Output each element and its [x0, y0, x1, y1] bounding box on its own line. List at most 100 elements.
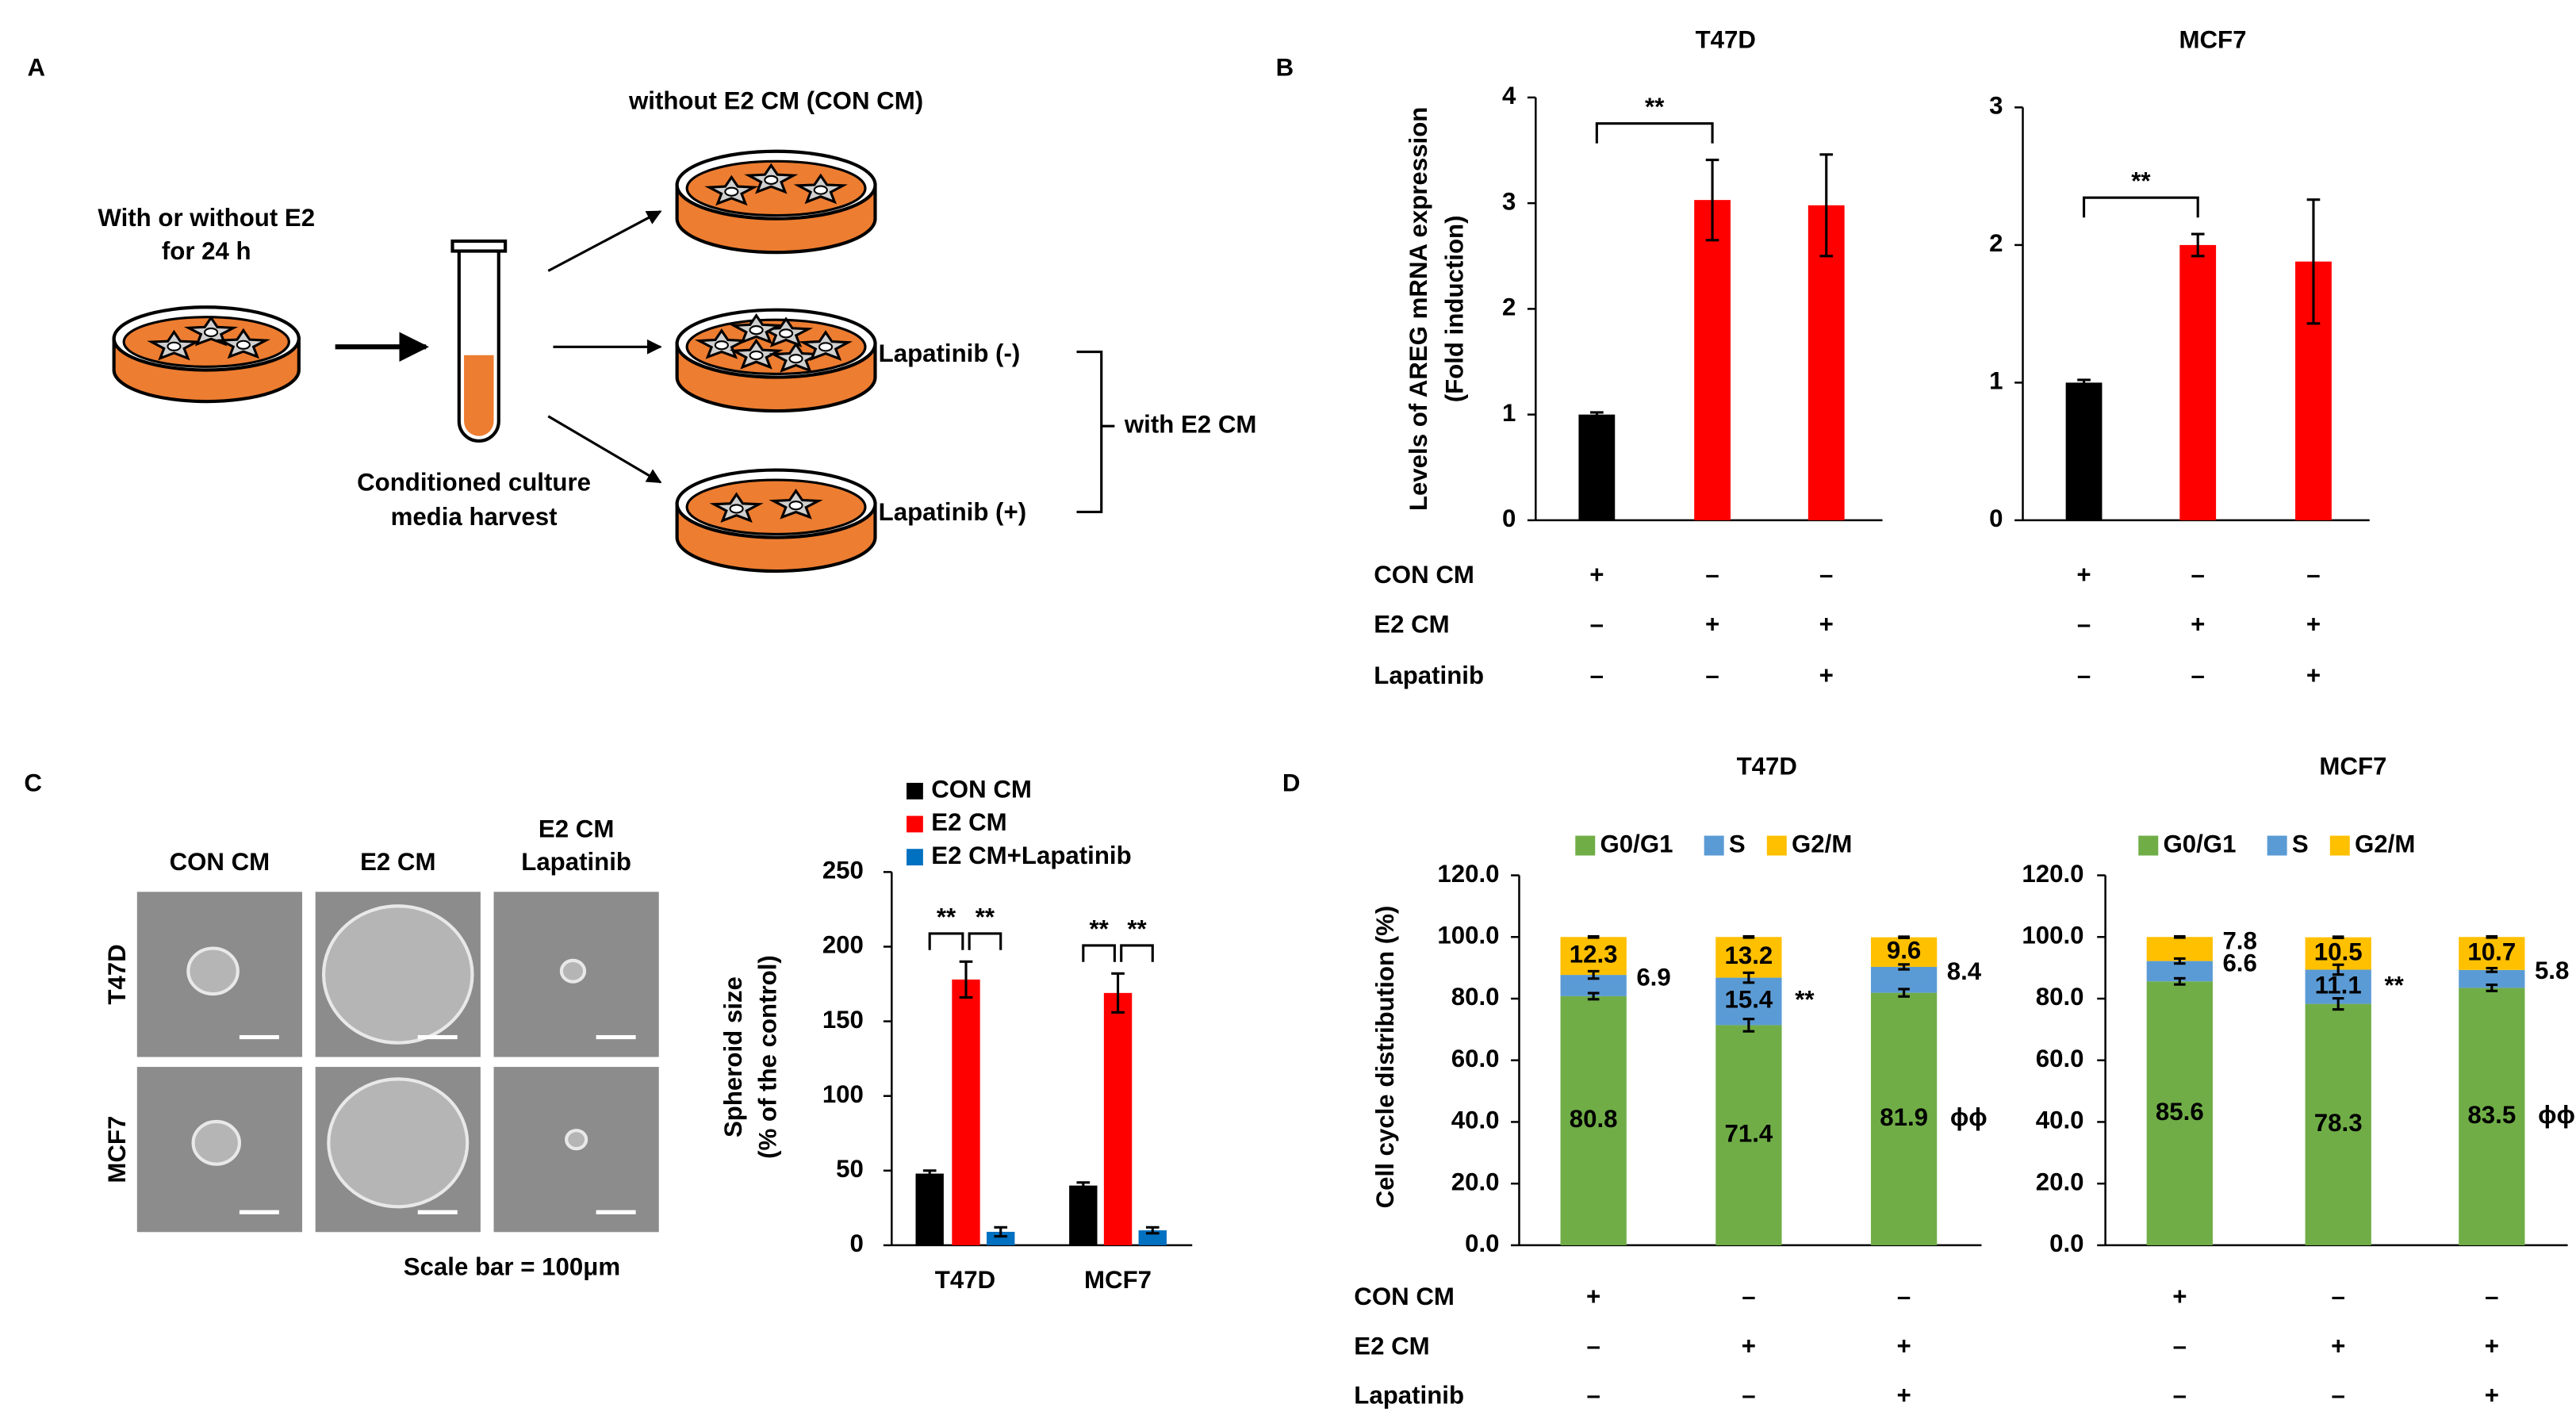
legend-swatch [2138, 835, 2159, 856]
spheroid [191, 1119, 241, 1166]
column-label: E2 CM [539, 815, 614, 843]
bar [952, 979, 980, 1245]
legend-swatch [907, 782, 923, 800]
y-tick-label: 250 [822, 857, 864, 884]
condition-name: Lapatinib [1354, 1382, 1464, 1410]
condition-mark: + [2306, 662, 2321, 689]
bar-segment [1715, 937, 1782, 978]
diagram-label: Lapatinib (+) [879, 498, 1026, 526]
legend-label: G2/M [2355, 830, 2415, 857]
cell-nucleus [764, 175, 779, 185]
diagram-label: media harvest [391, 503, 558, 531]
data-label: 80.8 [1570, 1105, 1618, 1133]
cell-nucleus [813, 185, 828, 195]
condition-mark: + [1819, 662, 1834, 689]
bar-segment [2305, 1003, 2371, 1245]
condition-name: Lapatinib [1374, 662, 1484, 689]
y-axis-label: (Fold induction) [1441, 215, 1469, 402]
data-label: 7.8 [2222, 926, 2256, 954]
legend-label: E2 CM [931, 808, 1006, 836]
legend-label: S [1729, 830, 1746, 857]
data-label: 6.6 [2222, 949, 2256, 976]
condition-mark: – [1590, 662, 1604, 689]
y-tick-label: 20.0 [2036, 1168, 2084, 1195]
significance-label: ** [2131, 167, 2151, 195]
marker-label: ** [1795, 986, 1815, 1014]
significance-label: ** [1089, 915, 1109, 942]
y-tick-label: 2 [1989, 229, 2003, 257]
cell-nucleus [729, 504, 744, 514]
diagram-label: Lapatinib (-) [879, 339, 1021, 367]
condition-mark: – [2173, 1332, 2187, 1360]
significance-bracket [1120, 944, 1154, 962]
significance-label: ** [1645, 93, 1665, 121]
bar-segment [1560, 995, 1627, 1245]
bar-segment [2146, 981, 2213, 1245]
bar [1138, 1230, 1167, 1245]
panel-label: C [24, 769, 42, 796]
y-tick-label: 100.0 [2022, 922, 2083, 949]
tube-media [464, 355, 494, 436]
condition-mark: + [1896, 1382, 1911, 1410]
y-tick-label: 0.0 [1465, 1229, 1499, 1257]
legend-swatch [2329, 835, 2350, 856]
dish-medium [685, 478, 867, 535]
bar-segment [1715, 1025, 1782, 1245]
data-label: 11.1 [2315, 971, 2362, 999]
condition-mark: + [2485, 1382, 2499, 1410]
chart-title: MCF7 [2179, 25, 2246, 53]
bar-segment [1870, 937, 1938, 967]
significance-bracket [1082, 944, 1116, 962]
cell-nucleus [167, 341, 182, 351]
chart-title: MCF7 [2319, 752, 2386, 780]
condition-mark: – [2331, 1283, 2344, 1310]
condition-mark: + [1586, 1283, 1600, 1310]
spheroid [565, 1129, 588, 1151]
spheroid [327, 1077, 470, 1209]
cell-nucleus [778, 328, 794, 339]
row-label: T47D [103, 944, 131, 1004]
y-tick-label: 2 [1502, 293, 1516, 321]
condition-mark: – [1742, 1382, 1755, 1410]
panel-label: D [1282, 769, 1301, 796]
condition-mark: + [2306, 610, 2321, 638]
chart-title: T47D [1696, 25, 1756, 53]
y-tick-label: 60.0 [1451, 1045, 1500, 1072]
legend-swatch [907, 815, 923, 833]
marker-label: ϕϕ [1950, 1103, 1988, 1131]
y-tick-label: 4 [1502, 82, 1516, 109]
legend-label: G0/G1 [1600, 830, 1673, 857]
panel-label: A [28, 54, 46, 82]
dish-medium [685, 318, 867, 375]
cell-nucleus [236, 339, 251, 350]
y-tick-label: 100.0 [1437, 922, 1499, 949]
data-label: 81.9 [1880, 1103, 1928, 1131]
legend-swatch [907, 849, 923, 866]
bar-segment [1715, 977, 1782, 1026]
marker-label: ϕϕ [2538, 1101, 2575, 1129]
y-tick-label: 40.0 [1451, 1107, 1500, 1134]
column-label: Lapatinib [521, 848, 631, 876]
bar [987, 1231, 1015, 1245]
bar [1103, 992, 1133, 1245]
y-tick-label: 0.0 [2049, 1229, 2083, 1257]
legend-label: S [2292, 830, 2309, 857]
legend-label: CON CM [931, 776, 1032, 804]
data-label: 15.4 [1725, 986, 1773, 1014]
condition-mark: – [2485, 1283, 2498, 1310]
data-label: 12.3 [1570, 940, 1618, 968]
cell-nucleus [724, 186, 739, 197]
bar [2179, 244, 2217, 520]
data-label: 78.3 [2314, 1109, 2363, 1137]
y-tick-label: 0 [1989, 504, 2003, 532]
arrow [547, 415, 662, 484]
y-tick-label: 120.0 [1437, 860, 1499, 888]
spheroid [186, 946, 240, 996]
y-tick-label: 100 [822, 1080, 864, 1108]
condition-mark: – [2331, 1382, 2344, 1410]
data-label: 83.5 [2467, 1101, 2516, 1129]
y-tick-label: 200 [822, 931, 864, 959]
condition-mark: + [2191, 610, 2205, 638]
marker-label: ** [2384, 971, 2404, 999]
bar [1694, 200, 1731, 520]
